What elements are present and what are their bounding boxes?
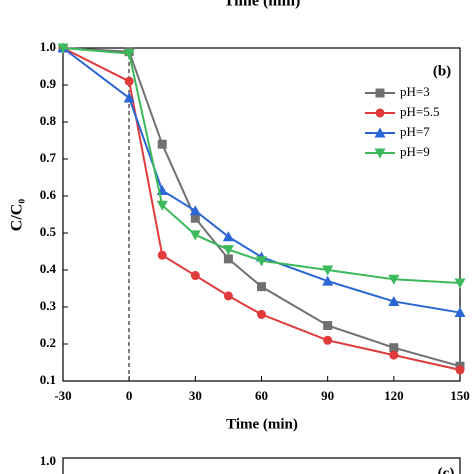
marker (189, 230, 201, 241)
marker (189, 205, 201, 216)
marker (57, 43, 69, 54)
marker (257, 282, 266, 292)
x-tick-label: 60 (255, 388, 268, 403)
marker (389, 350, 399, 360)
marker (123, 49, 135, 60)
marker (123, 92, 135, 103)
marker (454, 278, 466, 289)
marker (222, 245, 234, 256)
marker (388, 274, 400, 285)
legend-label: pH=9 (400, 144, 430, 159)
y-tick-label: 0.4 (40, 261, 57, 276)
x-tick-label: 90 (321, 388, 334, 403)
marker (190, 213, 200, 223)
marker (156, 200, 168, 211)
marker (223, 291, 233, 301)
next-panel-label: (c) (438, 465, 455, 474)
x-axis-label: Time (min) (226, 416, 298, 432)
marker (124, 76, 134, 86)
marker (222, 231, 234, 242)
marker (454, 307, 466, 318)
top-fragment: Time (min) (224, 0, 301, 10)
marker (323, 335, 333, 345)
legend-label: pH=3 (400, 84, 430, 99)
next-y-tick-label: 1.0 (40, 453, 56, 468)
legend-label: pH=5.5 (400, 104, 439, 119)
y-tick-label: 0.1 (40, 372, 56, 387)
next-plot-frame (62, 457, 461, 474)
y-tick-label: 1.0 (40, 39, 56, 54)
marker (257, 309, 266, 319)
marker (374, 148, 386, 159)
panel-label: (b) (433, 63, 451, 79)
y-tick-label: 0.7 (40, 150, 57, 165)
x-tick-label: -30 (54, 388, 71, 403)
y-axis-label: C/C₀ (9, 199, 26, 232)
marker (322, 265, 334, 276)
x-tick-label: 120 (384, 388, 404, 403)
marker (157, 250, 167, 260)
y-tick-label: 0.2 (40, 335, 56, 350)
x-tick-label: 0 (126, 388, 133, 403)
x-tick-label: 150 (450, 388, 470, 403)
y-tick-label: 0.9 (40, 76, 57, 91)
y-tick-label: 0.5 (40, 224, 57, 239)
y-tick-label: 0.3 (40, 298, 57, 313)
y-tick-label: 0.8 (40, 113, 57, 128)
x-tick-label: 30 (189, 388, 202, 403)
y-tick-label: 0.6 (40, 187, 57, 202)
marker (322, 275, 334, 286)
marker (388, 295, 400, 306)
marker (190, 271, 200, 281)
marker (374, 127, 386, 138)
marker (375, 88, 385, 98)
marker (256, 256, 267, 267)
marker (375, 108, 385, 118)
legend-label: pH=7 (400, 124, 430, 139)
marker (223, 254, 233, 264)
marker (323, 321, 333, 330)
marker (157, 139, 167, 149)
marker (455, 365, 465, 375)
marker (389, 343, 399, 353)
